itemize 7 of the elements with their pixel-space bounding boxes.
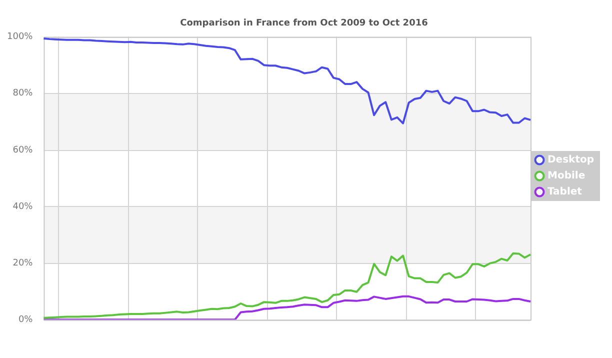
- y-tick-label: 60%: [12, 145, 34, 156]
- y-tick-label: 0%: [18, 314, 34, 325]
- chart-subtitle: Comparison in France from Oct 2009 to Oct 2016: [180, 18, 428, 29]
- y-tick-label: 20%: [12, 258, 34, 268]
- y-tick-label: 40%: [12, 202, 34, 212]
- y-tick-label: 80%: [12, 88, 34, 99]
- y-tick-label: 100%: [6, 32, 34, 42]
